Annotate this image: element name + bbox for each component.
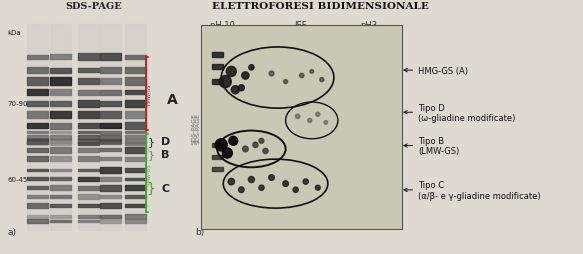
Text: SDS-PAGE: SDS-PAGE [191,113,196,144]
Bar [212,168,223,172]
Circle shape [229,137,238,146]
Bar [125,24,146,230]
Circle shape [283,181,289,187]
Text: pH 10: pH 10 [210,21,235,30]
Circle shape [320,78,324,82]
Text: IEF: IEF [294,21,307,30]
Circle shape [316,113,320,117]
Circle shape [303,179,308,184]
Text: D: D [161,137,171,147]
Circle shape [293,187,298,193]
Circle shape [249,66,254,71]
Circle shape [315,185,320,190]
Bar [212,143,223,147]
Bar [50,24,71,230]
Bar [212,53,223,58]
Circle shape [259,185,264,190]
Text: C: C [161,183,170,193]
Text: HMG-GS (A): HMG-GS (A) [404,66,468,75]
Circle shape [324,121,328,125]
Circle shape [243,147,248,152]
Text: a): a) [8,228,16,236]
Text: LMW-GS: LMW-GS [147,163,152,184]
Bar [27,24,48,230]
Circle shape [219,76,231,88]
Circle shape [238,85,244,91]
Bar [100,24,121,230]
Circle shape [253,143,258,148]
Circle shape [310,70,314,74]
Text: Tipo D
(ω-gliadine modificate): Tipo D (ω-gliadine modificate) [404,103,515,122]
Text: 70-90: 70-90 [8,101,28,107]
Text: B: B [161,150,170,160]
Bar [212,79,223,84]
Circle shape [283,80,287,84]
Circle shape [228,179,234,185]
Circle shape [259,139,264,144]
Text: ELETTROFORESI BIDIMENSIONALE: ELETTROFORESI BIDIMENSIONALE [212,2,429,11]
Text: }: } [146,181,156,195]
Text: 60-45: 60-45 [8,176,28,182]
Circle shape [296,115,300,119]
Text: Tipo C
(α/β- e γ-gliadine modificate): Tipo C (α/β- e γ-gliadine modificate) [404,181,541,200]
Circle shape [242,73,249,80]
Bar [212,155,223,160]
Text: kDa: kDa [8,30,21,36]
Circle shape [269,72,274,77]
Text: b): b) [195,228,204,236]
Circle shape [263,149,268,154]
Text: SDS-PAGE: SDS-PAGE [65,2,122,11]
Text: SDS-PAGE: SDS-PAGE [196,113,201,144]
Text: HMW-GS: HMW-GS [147,83,152,105]
Circle shape [300,74,304,78]
Circle shape [238,187,244,193]
Bar [78,24,99,230]
Text: pH3: pH3 [360,21,377,30]
Circle shape [248,177,254,183]
Circle shape [226,67,236,77]
Circle shape [215,139,227,151]
Text: A: A [167,92,177,106]
Circle shape [222,148,232,158]
Circle shape [231,86,240,94]
Text: }: } [147,137,154,147]
Circle shape [269,175,275,181]
Bar [212,65,223,70]
Text: }: } [147,150,154,160]
Text: Tipo B
(LMW-GS): Tipo B (LMW-GS) [404,136,459,156]
Circle shape [308,119,312,123]
